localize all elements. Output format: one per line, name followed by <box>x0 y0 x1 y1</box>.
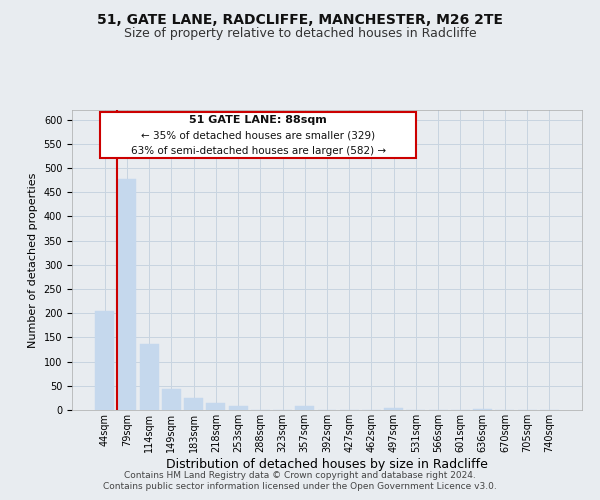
Text: 51 GATE LANE: 88sqm: 51 GATE LANE: 88sqm <box>189 115 327 125</box>
X-axis label: Distribution of detached houses by size in Radcliffe: Distribution of detached houses by size … <box>166 458 488 470</box>
Bar <box>206 403 225 410</box>
Bar <box>95 312 114 410</box>
Text: 51, GATE LANE, RADCLIFFE, MANCHESTER, M26 2TE: 51, GATE LANE, RADCLIFFE, MANCHESTER, M2… <box>97 12 503 26</box>
Bar <box>229 406 248 410</box>
FancyBboxPatch shape <box>100 112 416 158</box>
Bar <box>162 389 181 410</box>
Bar <box>384 408 403 410</box>
Bar <box>295 406 314 410</box>
Bar <box>473 409 492 410</box>
Bar <box>184 398 203 410</box>
Text: ← 35% of detached houses are smaller (329): ← 35% of detached houses are smaller (32… <box>141 130 375 140</box>
Bar <box>118 178 136 410</box>
Y-axis label: Number of detached properties: Number of detached properties <box>28 172 38 348</box>
Bar <box>140 344 158 410</box>
Text: 63% of semi-detached houses are larger (582) →: 63% of semi-detached houses are larger (… <box>131 146 386 156</box>
Text: Contains public sector information licensed under the Open Government Licence v3: Contains public sector information licen… <box>103 482 497 491</box>
Text: Size of property relative to detached houses in Radcliffe: Size of property relative to detached ho… <box>124 28 476 40</box>
Text: Contains HM Land Registry data © Crown copyright and database right 2024.: Contains HM Land Registry data © Crown c… <box>124 471 476 480</box>
